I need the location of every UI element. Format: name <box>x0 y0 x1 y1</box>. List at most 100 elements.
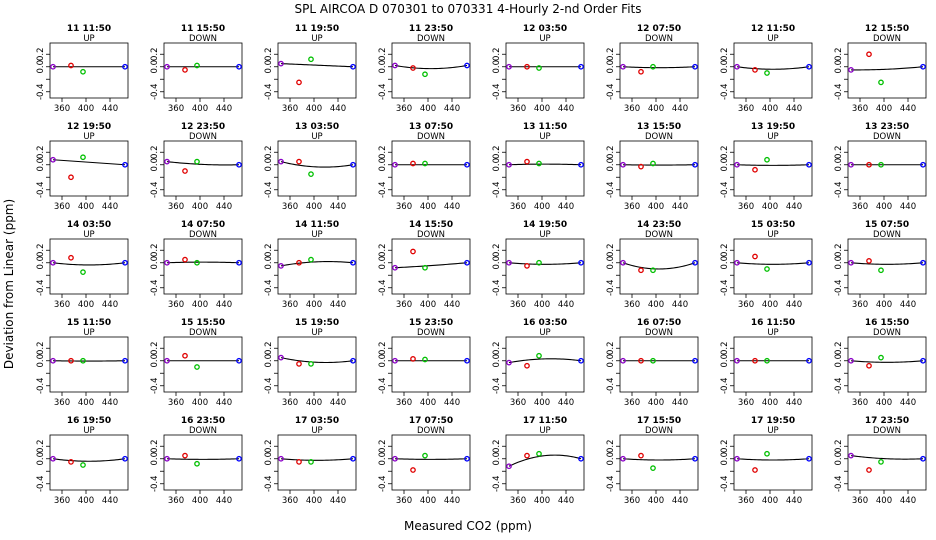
y-tick-label: 0.0 <box>378 452 388 466</box>
data-point-std3 <box>764 156 770 163</box>
y-tick-label: 0.0 <box>492 256 502 270</box>
x-tick-label: 440 <box>672 496 688 506</box>
x-tick-label: 440 <box>558 300 574 310</box>
data-point-std4 <box>578 63 584 70</box>
y-tick-label: -0.4 <box>606 83 616 100</box>
x-tick-label: 400 <box>648 104 664 114</box>
panel-direction: UP <box>83 328 94 338</box>
panel-frame <box>847 336 927 393</box>
data-point-std3 <box>650 63 656 70</box>
panel-frame <box>391 42 471 99</box>
panel-frame <box>49 336 129 393</box>
y-tick-label: -0.4 <box>378 181 388 198</box>
data-point-std3 <box>194 62 200 69</box>
data-point-std2 <box>68 62 74 69</box>
data-point-std1 <box>50 156 56 163</box>
fit-curve <box>508 454 582 467</box>
data-point-std3 <box>194 259 200 266</box>
data-point-std1 <box>392 62 398 69</box>
fit-curve <box>850 66 924 71</box>
y-tick-label: -0.4 <box>378 377 388 394</box>
fit-curve <box>736 458 810 461</box>
data-point-std1 <box>392 455 398 462</box>
y-tick-label: 0.2 <box>378 243 388 257</box>
panel-direction: DOWN <box>645 426 673 436</box>
panel-direction: DOWN <box>417 230 445 240</box>
fit-curve <box>736 66 810 70</box>
x-tick-label: 360 <box>624 202 640 212</box>
x-tick-label: 400 <box>192 300 208 310</box>
x-tick-label: 440 <box>558 104 574 114</box>
data-point-std3 <box>536 160 542 167</box>
panel-direction: DOWN <box>873 426 901 436</box>
panel-direction: DOWN <box>189 34 217 44</box>
data-point-std3 <box>764 266 770 272</box>
x-tick-label: 400 <box>78 398 94 408</box>
y-tick-label: -0.4 <box>378 475 388 492</box>
y-tick-label: 0.2 <box>264 243 274 257</box>
y-axis-label: Deviation from Linear (ppm) <box>2 199 16 369</box>
x-tick-label: 440 <box>444 398 460 408</box>
fit-curve <box>166 261 240 264</box>
panel-title: 11 19:50 <box>295 24 339 34</box>
data-point-std2 <box>68 459 74 465</box>
y-tick-label: -0.4 <box>492 377 502 394</box>
data-point-std1 <box>50 455 56 462</box>
x-tick-label: 440 <box>786 496 802 506</box>
data-point-std4 <box>692 455 698 462</box>
panel-direction: DOWN <box>417 132 445 142</box>
x-tick-label: 440 <box>444 202 460 212</box>
fit-curve <box>280 458 354 461</box>
data-point-std1 <box>392 264 398 271</box>
y-tick-label: 0.2 <box>492 145 502 159</box>
panel-title: 16 15:50 <box>865 318 909 328</box>
x-tick-label: 400 <box>648 398 664 408</box>
panel-direction: DOWN <box>189 132 217 142</box>
x-tick-label: 360 <box>168 496 184 506</box>
data-point-std2 <box>752 357 758 364</box>
data-point-std4 <box>122 259 128 266</box>
panel-frame <box>391 434 471 491</box>
data-point-std3 <box>878 161 884 168</box>
y-tick-label: 0.2 <box>720 341 730 355</box>
y-tick-label: 0.2 <box>834 341 844 355</box>
panel-frame <box>733 140 813 197</box>
data-point-std4 <box>464 62 470 69</box>
y-tick-label: -0.4 <box>150 475 160 492</box>
x-tick-label: 360 <box>396 300 412 310</box>
panel-frame <box>277 42 357 99</box>
x-tick-label: 360 <box>282 398 298 408</box>
panel-direction: DOWN <box>189 426 217 436</box>
panel-title: 13 11:50 <box>523 122 567 132</box>
y-tick-label: 0.0 <box>150 158 160 172</box>
data-point-std1 <box>848 357 854 364</box>
panel-frame <box>847 140 927 197</box>
x-tick-label: 400 <box>762 104 778 114</box>
data-point-std4 <box>464 259 470 266</box>
panel-direction: UP <box>767 34 778 44</box>
x-tick-label: 440 <box>900 398 916 408</box>
data-point-std2 <box>182 256 188 263</box>
data-point-std2 <box>752 253 758 260</box>
data-point-std1 <box>50 63 56 70</box>
panel-title: 16 11:50 <box>751 318 795 328</box>
panel-direction: UP <box>767 328 778 338</box>
data-point-std4 <box>920 455 926 462</box>
data-point-std2 <box>410 65 416 71</box>
x-tick-label: 400 <box>192 496 208 506</box>
data-point-std3 <box>878 459 884 465</box>
data-point-std3 <box>650 160 656 167</box>
fit-curve <box>736 164 810 166</box>
data-point-std3 <box>536 259 542 266</box>
y-tick-label: 0.2 <box>492 47 502 61</box>
panel-frame <box>277 336 357 393</box>
data-point-std4 <box>236 455 242 462</box>
data-point-std1 <box>620 259 626 266</box>
panel-title: 12 11:50 <box>751 24 795 34</box>
x-tick-label: 400 <box>876 300 892 310</box>
x-tick-label: 440 <box>102 300 118 310</box>
